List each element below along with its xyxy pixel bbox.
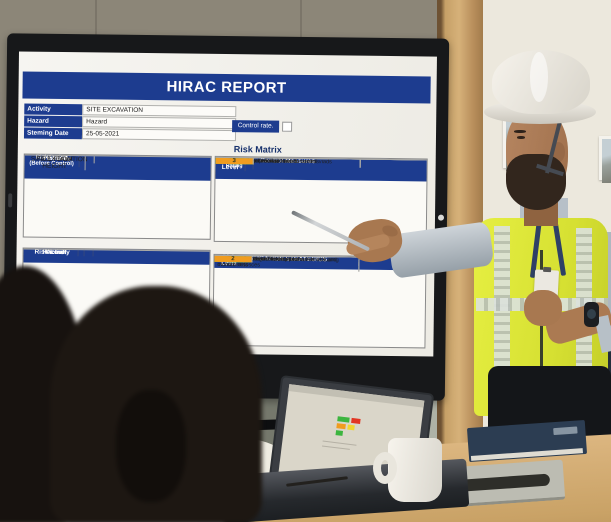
laptop-text-line: [321, 445, 350, 450]
info-label-hazard: Hazard: [24, 115, 83, 128]
cell-heatmap: 1234 Risk Level: [23, 249, 79, 251]
wall-panel-seam: [95, 0, 97, 40]
hardhat-ridge: [530, 52, 548, 102]
slide-hirac-report: HIRAC REPORT Activity SITE EXCAVATION Ha…: [15, 51, 437, 357]
info-value-activity: SITE EXCAVATION: [82, 104, 237, 118]
framed-photo: [602, 139, 611, 183]
cell-hazard: FALL FROM HEIGHT: [24, 155, 86, 171]
eye: [517, 136, 525, 139]
before-control-table: Activity Hazard Risk Rating (Before Cont…: [22, 153, 212, 240]
wall-picture-frame: [599, 136, 611, 183]
info-label-activity: Activity: [24, 103, 83, 116]
info-value-steming-date: 25-05-2021: [81, 128, 237, 142]
hardhat: [492, 50, 590, 114]
tv-power-button: [437, 214, 445, 221]
control-rate-button: Control rate.: [232, 120, 280, 133]
eyebrow: [514, 130, 526, 133]
info-label-steming-date: Steming Date: [23, 127, 83, 140]
coffee-mug: [373, 438, 442, 502]
laptop-mini-chart: [351, 417, 361, 424]
rating-cell: 3: [215, 157, 254, 165]
beard: [506, 154, 566, 210]
info-value-hazard: Hazard: [82, 116, 237, 130]
table-row: 5 Remove safety and sosionment 3: [215, 156, 427, 173]
slide-title: HIRAC REPORT: [22, 71, 431, 104]
presenter-left-hand: [524, 290, 562, 326]
wristwatch: [584, 302, 599, 327]
mug-handle: [373, 452, 397, 484]
vest-reflective-strip: [494, 226, 510, 412]
laptop-mini-chart: [335, 430, 344, 436]
laptop-mini-chart: [347, 424, 355, 431]
tv-side-button: [8, 193, 13, 208]
laptop-text-line: [322, 440, 357, 446]
watch-face: [587, 309, 596, 319]
laptop-mini-chart: [337, 416, 350, 423]
rating-cell: 2: [214, 255, 253, 263]
presentation-display: HIRAC REPORT Activity SITE EXCAVATION Ha…: [2, 33, 450, 401]
badge-clip: [542, 266, 552, 273]
notebook-label: [553, 426, 578, 436]
laptop-mini-chart: [336, 423, 346, 430]
control-rate-field: [282, 121, 293, 132]
cell-hazard-blank: [23, 249, 85, 251]
wall-panel-seam: [300, 0, 302, 40]
risk-level-table: Activity Hazard Risk Level 1234 Risk Lev…: [21, 247, 211, 347]
vest-zipper: [540, 250, 543, 412]
cell-activity-blank: [23, 249, 94, 251]
